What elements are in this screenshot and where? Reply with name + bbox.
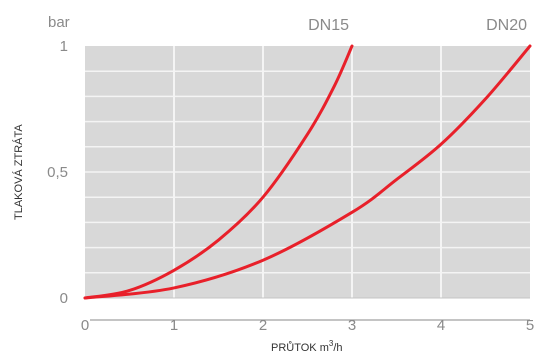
series-label-dn15: DN15 bbox=[308, 17, 349, 34]
y-tick-label: 0,5 bbox=[47, 164, 68, 181]
x-axis-title: PRŮTOK m3/h bbox=[271, 339, 343, 354]
x-tick-label: 5 bbox=[526, 317, 534, 334]
series bbox=[83, 44, 532, 300]
y-axis-title: TLAKOVÁ ZTRÁTA bbox=[12, 124, 25, 220]
y-axis-ticks: 00,51 bbox=[47, 38, 68, 307]
y-unit-label: bar bbox=[48, 14, 70, 31]
x-tick-label: 0 bbox=[81, 317, 89, 334]
series-label-dn20: DN20 bbox=[486, 17, 527, 34]
x-axis-title-backdrop bbox=[262, 338, 357, 355]
x-tick-label: 2 bbox=[259, 317, 267, 334]
series-line-dn20 bbox=[83, 44, 532, 300]
y-tick-label: 1 bbox=[60, 38, 68, 55]
x-tick-label: 4 bbox=[437, 317, 445, 334]
x-tick-label: 3 bbox=[348, 317, 356, 334]
x-axis-ticks: 0 1 2 3 4 5 bbox=[81, 317, 534, 334]
series-labels: DN15 DN20 bbox=[308, 17, 527, 34]
y-tick-label: 0 bbox=[60, 290, 68, 307]
x-tick-label: 1 bbox=[170, 317, 178, 334]
grid bbox=[85, 46, 530, 298]
series-line-dn15 bbox=[83, 44, 354, 300]
